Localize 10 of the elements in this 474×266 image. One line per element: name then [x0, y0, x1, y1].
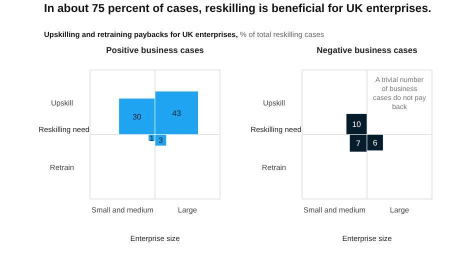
text: Positive business cases: [105, 45, 205, 55]
data-label: 3: [158, 136, 164, 146]
data-label: 30: [132, 112, 142, 122]
text: In about 75 percent of cases, reskilling is beneficial for UK enterprises.: [44, 3, 432, 15]
data-label: 6: [372, 138, 378, 148]
data-label: 43: [172, 108, 182, 118]
text: Negative business cases: [316, 45, 418, 55]
data-label: 1: [149, 134, 154, 143]
data-label: 10: [352, 120, 362, 130]
data-label: 7: [356, 139, 362, 148]
